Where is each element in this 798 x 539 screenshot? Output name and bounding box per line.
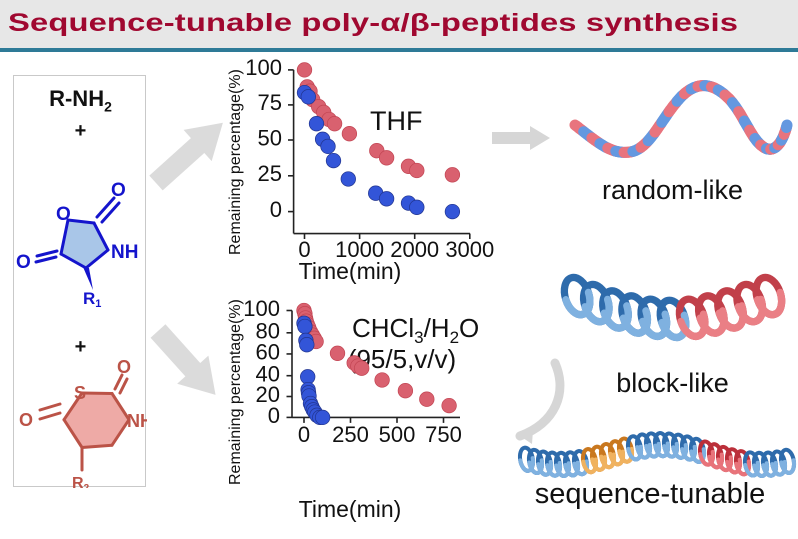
svg-text:50: 50 <box>258 126 282 151</box>
svg-text:O: O <box>117 357 131 377</box>
svg-text:Time(min): Time(min) <box>299 496 402 522</box>
svg-text:CHCl3/H2O: CHCl3/H2O <box>352 313 479 347</box>
svg-text:75: 75 <box>258 90 282 115</box>
svg-text:750: 750 <box>425 422 462 447</box>
svg-text:250: 250 <box>332 422 369 447</box>
svg-text:S: S <box>74 383 86 403</box>
svg-text:3000: 3000 <box>445 237 494 262</box>
svg-text:100: 100 <box>243 296 280 321</box>
svg-text:25: 25 <box>258 161 282 186</box>
svg-text:R2: R2 <box>72 475 90 488</box>
svg-text:0: 0 <box>298 422 310 447</box>
svg-text:THF: THF <box>370 106 422 136</box>
svg-text:100: 100 <box>245 55 282 80</box>
svg-text:0: 0 <box>268 403 280 428</box>
svg-text:500: 500 <box>379 422 416 447</box>
svg-text:O: O <box>19 410 33 430</box>
svg-text:0: 0 <box>270 197 282 222</box>
svg-text:NH: NH <box>127 411 147 431</box>
